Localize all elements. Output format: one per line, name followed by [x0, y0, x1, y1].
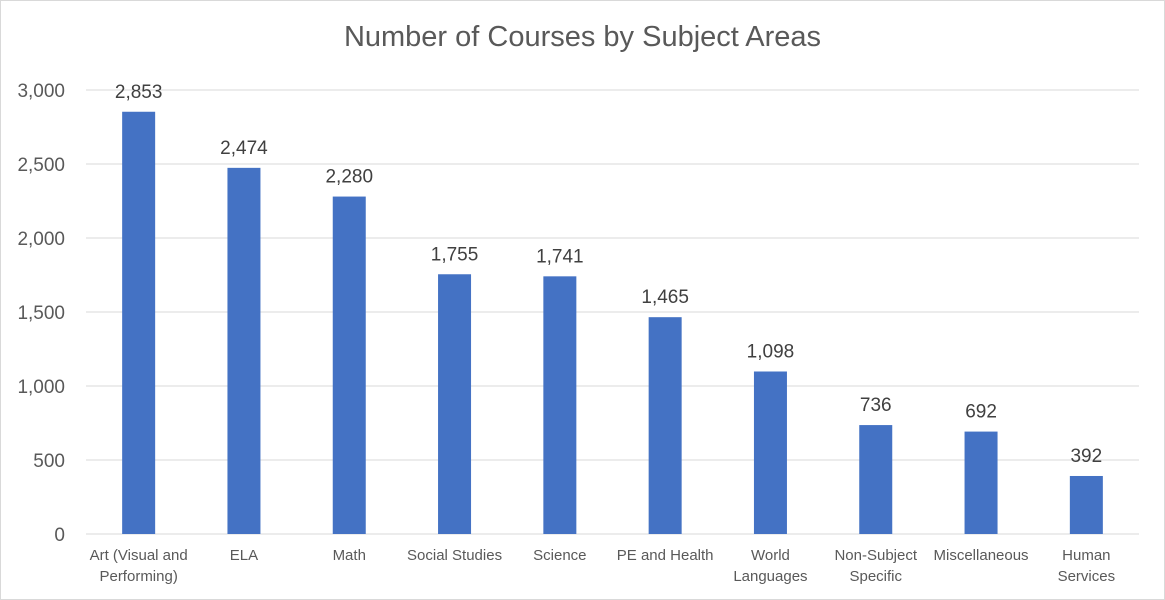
- data-label: 736: [860, 395, 892, 416]
- y-tick-label: 2,000: [17, 229, 65, 250]
- x-tick-label: Science: [533, 547, 586, 564]
- x-tick-label: PE and Health: [617, 547, 714, 564]
- y-tick-label: 1,500: [17, 303, 65, 324]
- bar: [859, 425, 893, 534]
- bar: [227, 167, 261, 534]
- y-tick-label: 0: [54, 525, 65, 546]
- x-tick-label: Languages: [733, 568, 807, 585]
- y-tick-label: 3,000: [17, 81, 65, 102]
- bar: [122, 111, 156, 535]
- data-label: 392: [1070, 446, 1102, 467]
- x-tick-label: Art (Visual and: [90, 547, 188, 564]
- y-tick-label: 2,500: [17, 155, 65, 176]
- x-tick-label: Miscellaneous: [934, 547, 1029, 564]
- data-label: 1,755: [431, 244, 479, 265]
- bar: [438, 274, 472, 534]
- bar: [648, 317, 682, 534]
- data-label: 1,465: [641, 287, 689, 308]
- x-tick-label: Specific: [849, 568, 902, 585]
- bar: [753, 371, 787, 534]
- bar: [543, 276, 577, 534]
- data-label: 1,098: [747, 341, 795, 362]
- y-tick-label: 500: [33, 451, 65, 472]
- x-tick-label: Social Studies: [407, 547, 502, 564]
- data-label: 2,474: [220, 138, 268, 159]
- x-tick-label: World: [751, 547, 790, 564]
- bar: [1069, 475, 1103, 534]
- gridlines: [86, 89, 1139, 535]
- data-labels: 2,853 2,474 2,280 1,755 1,741 1,465 1,098 736 69…: [115, 82, 1102, 467]
- y-tick-label: 1,000: [17, 377, 65, 398]
- bar: [964, 431, 998, 534]
- chart-title: Number of Courses by Subject Areas: [343, 21, 822, 53]
- bars: [122, 111, 1103, 535]
- x-tick-label: ELA: [230, 547, 258, 564]
- data-label: 692: [965, 402, 997, 423]
- data-label: 2,280: [325, 167, 373, 188]
- x-tick-label: Math: [333, 547, 366, 564]
- bar: [332, 196, 366, 534]
- x-tick-label: Non-Subject: [834, 547, 917, 564]
- x-tick-label: Services: [1058, 568, 1116, 585]
- x-tick-label: Human: [1062, 547, 1110, 564]
- data-label: 2,853: [115, 82, 163, 103]
- data-label: 1,741: [536, 246, 584, 267]
- x-axis: Art (Visual and Performing) ELA Math Social …: [90, 547, 1116, 585]
- y-axis: 0 500 1,000 1,500 2,000 2,500 3,000: [17, 81, 65, 546]
- x-tick-label: Performing): [99, 568, 177, 585]
